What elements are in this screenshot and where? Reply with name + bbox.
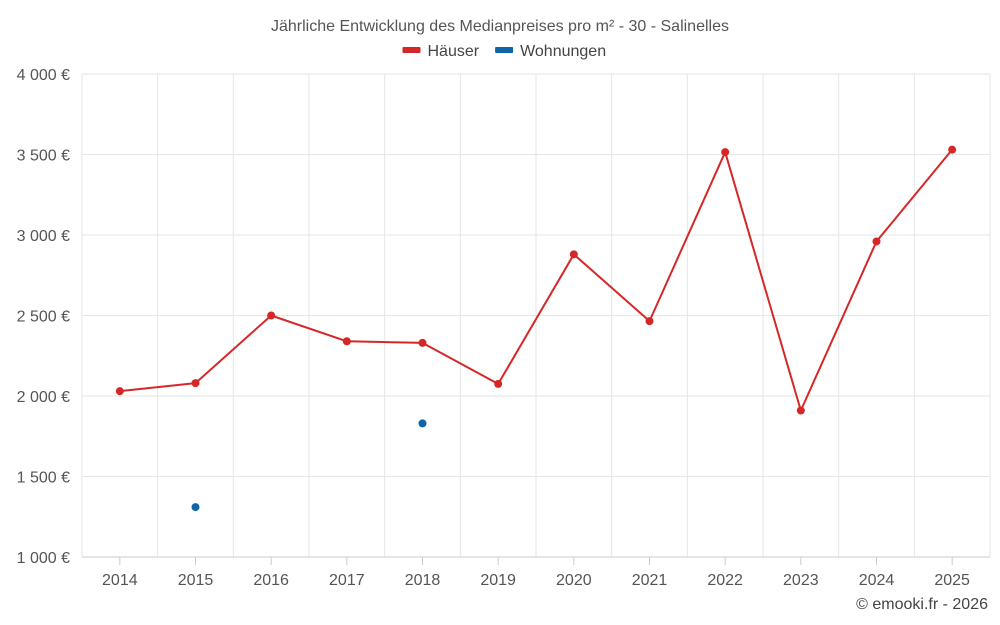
data-point-häuser (721, 148, 730, 157)
data-point-häuser (948, 145, 957, 154)
x-tick-label: 2016 (253, 572, 289, 589)
x-tick-label: 2024 (859, 572, 895, 589)
x-tick-label: 2019 (480, 572, 516, 589)
x-tick-label: 2017 (329, 572, 365, 589)
y-tick-label: 4 000 € (17, 67, 70, 84)
data-point-häuser (569, 250, 578, 259)
credit-text: © emooki.fr - 2026 (856, 596, 988, 613)
grid (81, 73, 991, 557)
legend-label-wohnungen: Wohnungen (520, 43, 606, 60)
data-point-häuser (342, 337, 351, 346)
data-point-häuser (191, 379, 200, 388)
data-point-häuser (115, 387, 124, 396)
data-point-wohnungen (418, 419, 427, 428)
y-tick-label: 1 500 € (17, 470, 70, 487)
y-tick-label: 2 500 € (17, 309, 70, 326)
x-tick-label: 2022 (707, 572, 743, 589)
x-tick-label: 2023 (783, 572, 819, 589)
chart-title: Jährliche Entwicklung des Medianpreises … (271, 18, 729, 35)
data-point-häuser (418, 338, 427, 347)
data-point-häuser (796, 406, 805, 415)
data-point-häuser (494, 379, 503, 388)
x-tick-label: 2018 (405, 572, 441, 589)
legend-swatch-häuser (402, 47, 421, 53)
legend-label-häuser: Häuser (428, 43, 480, 60)
data-point-wohnungen (191, 503, 200, 512)
series-line-häuser (119, 149, 953, 412)
y-tick-label: 1 000 € (17, 550, 70, 567)
data-point-häuser (645, 317, 654, 326)
y-tick-label: 3 000 € (17, 228, 70, 245)
x-tick-label: 2021 (632, 572, 668, 589)
x-tick-label: 2025 (934, 572, 970, 589)
legend-item-wohnungen: Wohnungen (495, 43, 606, 60)
data-point-häuser (872, 237, 881, 246)
x-tick-label: 2014 (102, 572, 138, 589)
x-tick-label: 2015 (178, 572, 214, 589)
axes: 1 000 € 1 500 € 2 000 € 2 500 € 3 000 € 3 500… (17, 67, 990, 589)
y-tick-label: 2 000 € (17, 389, 70, 406)
series-layer (115, 145, 957, 512)
y-tick-label: 3 500 € (17, 148, 70, 165)
legend-swatch-wohnungen (495, 47, 514, 53)
legend-item-häuser: Häuser (402, 43, 480, 60)
x-tick-label: 2020 (556, 572, 592, 589)
legend: Häuser Wohnungen (402, 43, 606, 60)
data-point-häuser (267, 311, 276, 320)
